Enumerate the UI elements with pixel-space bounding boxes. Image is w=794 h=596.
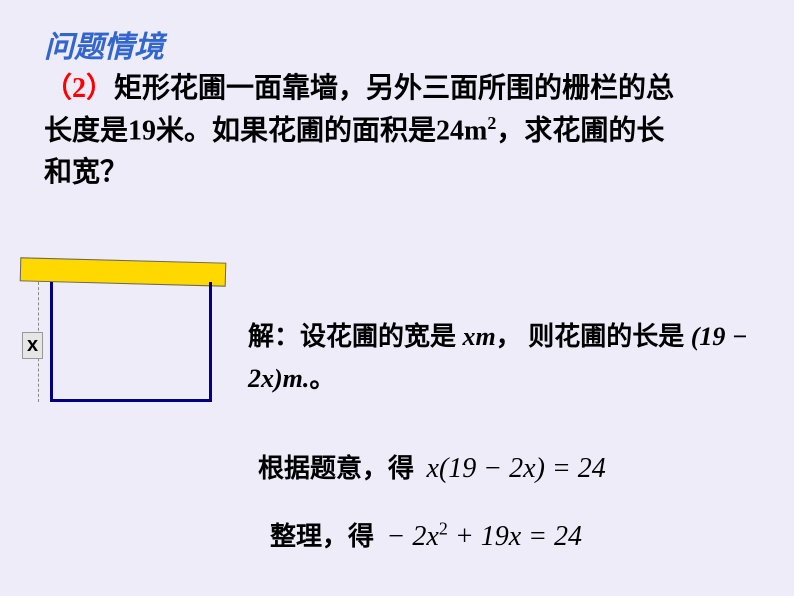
garden-diagram: x [20, 260, 240, 420]
solution-setup: 解：设花圃的宽是 xm， 则花圃的长是 (19 − 2x)m.。 [248, 316, 768, 399]
sol-line2-a: 根据题意，得 [258, 454, 414, 483]
paren-open: （ [44, 73, 72, 104]
var-xm: xm [463, 322, 496, 351]
fence-length: 19 [128, 115, 156, 146]
eq3-pre: − 2x [387, 521, 439, 552]
equation-quadratic: − 2x2 + 19x = 24 [387, 521, 583, 552]
sol-line1-c: 。 [309, 364, 335, 393]
solution-simplify-line: 整理，得 − 2x2 + 19x = 24 [270, 516, 582, 553]
sol-line3-a: 整理，得 [270, 522, 374, 551]
fence-shape [50, 282, 212, 402]
sol-line1-b: ， 则花圃的长是 [496, 322, 691, 351]
sol-line1-a: 解：设花圃的宽是 [248, 322, 463, 351]
section-title: 问题情境 [44, 22, 164, 66]
x-dimension-label: x [22, 332, 43, 359]
problem-statement: （2）矩形花圃一面靠墙，另外三面所围的栅栏的总长度是19米。如果花圃的面积是24… [44, 68, 684, 194]
eq3-sq: 2 [439, 519, 448, 539]
paren-close: ） [86, 73, 114, 104]
problem-text-b: 米。如果花圃的面积是 [156, 115, 436, 146]
problem-number: 2 [72, 73, 86, 104]
area-value: 24m [436, 115, 487, 146]
area-sq: 2 [487, 113, 496, 133]
equation-area: x(19 − 2x) = 24 [427, 453, 606, 484]
solution-equation-line: 根据题意，得 x(19 − 2x) = 24 [258, 448, 606, 485]
eq3-post: + 19x = 24 [448, 521, 582, 552]
